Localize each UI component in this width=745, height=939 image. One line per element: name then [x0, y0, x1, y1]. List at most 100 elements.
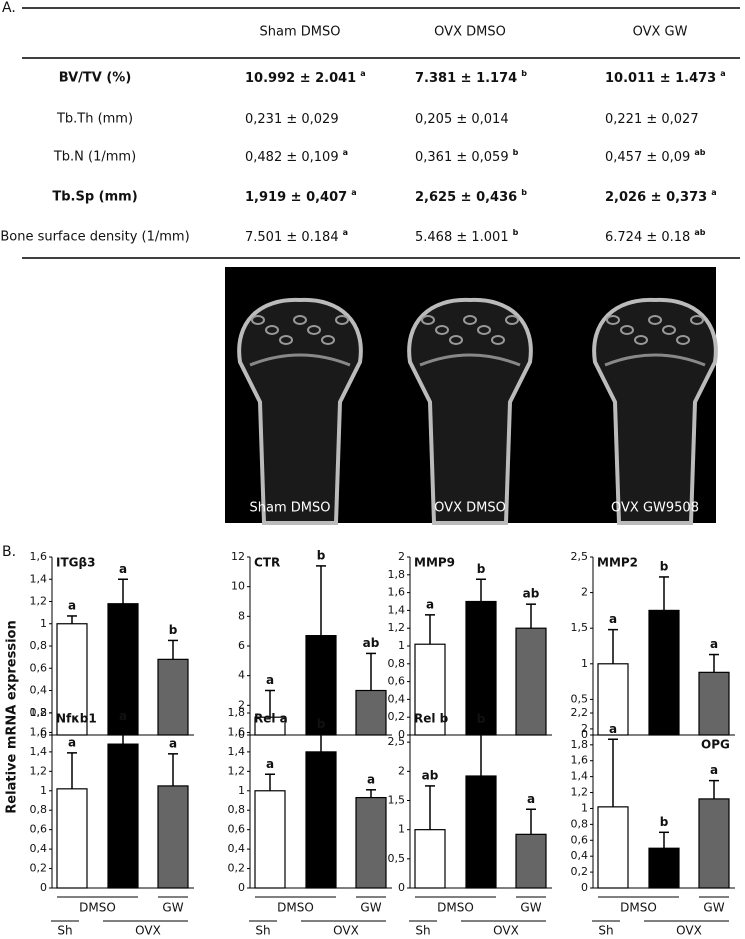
y-tick-label: 1,4 [228, 745, 246, 758]
y-tick-label: 0 [40, 881, 47, 894]
group-label: Sh [415, 924, 430, 938]
group-label: OVX [333, 924, 359, 938]
trabecula [249, 353, 351, 367]
cell-value: 0,205 ± 0,014 [415, 112, 509, 127]
significance-letter: a [711, 188, 716, 197]
significance-letter: a [609, 722, 617, 736]
y-tick-label: 1 [581, 801, 588, 814]
bar [698, 798, 730, 889]
row-label: Tb.Sp (mm) [52, 190, 137, 205]
significance-letter: b [513, 148, 519, 157]
error-bar [366, 789, 376, 798]
trabecula [265, 325, 279, 335]
bar [515, 833, 547, 889]
y-tick-label: 1,4 [571, 770, 589, 783]
error-bar [316, 733, 326, 752]
error-bar [366, 652, 376, 691]
y-tick-label: 0,6 [30, 661, 48, 674]
significance-letter: a [343, 148, 348, 157]
significance-letter: b [169, 623, 178, 637]
y-tick-label: 2 [398, 550, 405, 563]
image-label: Sham DMSO [250, 501, 331, 516]
treatment-label: GW [703, 901, 724, 915]
significance-letter: b [660, 815, 669, 829]
y-tick-label: 4 [238, 669, 245, 682]
error-bar [709, 653, 719, 673]
table-cell: 7.381 ± 1.174 b [415, 69, 527, 86]
y-tick-label: 2 [398, 764, 405, 777]
significance-letter: a [426, 597, 434, 611]
trabecula [491, 335, 505, 345]
y-tick-label: 1,6 [30, 550, 48, 563]
table-cell: 2,625 ± 0,436 b [415, 188, 527, 205]
y-tick-label: 1,6 [30, 725, 48, 738]
error-bar [265, 773, 275, 791]
image-label: OVX GW9508 [611, 501, 699, 516]
trabecula [321, 335, 335, 345]
y-tick-label: 1,8 [571, 738, 589, 751]
trabecula [251, 315, 265, 325]
significance-letter: b [317, 717, 326, 731]
significance-letter: a [343, 228, 348, 237]
significance-letter: a [609, 612, 617, 626]
y-tick-label: 1,5 [388, 794, 406, 807]
significance-letter: b [477, 562, 486, 576]
bar [465, 775, 497, 889]
bar [597, 663, 629, 736]
y-tick-label: 0,5 [571, 692, 589, 705]
table-cell: 6.724 ± 0.18 ab [605, 228, 706, 245]
y-tick-label: 1,8 [388, 568, 406, 581]
chart-title: Nfκb1 [56, 712, 97, 726]
trabecula [477, 325, 491, 335]
table-cell: 5.468 ± 1.001 b [415, 228, 519, 245]
bar [254, 790, 286, 889]
significance-letter: ab [694, 148, 705, 157]
y-tick-label: 0,8 [388, 657, 406, 670]
y-tick-label: 0,2 [571, 865, 589, 878]
treatment-label: DMSO [620, 901, 657, 915]
cell-value: 1,919 ± 0,407 [245, 190, 347, 205]
column-header: Sham DMSO [260, 25, 341, 40]
table-cell: 0,361 ± 0,059 b [415, 148, 519, 165]
trabecula [604, 353, 706, 367]
error-bar [526, 603, 536, 629]
panel-label: B. [2, 544, 16, 560]
y-tick-label: 0 [238, 881, 245, 894]
cell-value: 5.468 ± 1.001 [415, 230, 509, 245]
table-cell: 0,231 ± 0,029 [245, 112, 339, 127]
significance-letter: a [367, 772, 375, 786]
table-cell: 0,482 ± 0,109 a [245, 148, 348, 165]
y-tick-label: 0,4 [30, 684, 48, 697]
table-cell: 0,205 ± 0,014 [415, 112, 509, 127]
bar [648, 847, 680, 889]
cell-value: 7.381 ± 1.174 [415, 71, 517, 86]
treatment-label: GW [162, 901, 183, 915]
y-tick-label: 0,6 [228, 823, 246, 836]
table-cell: 10.011 ± 1.473 a [605, 69, 726, 86]
group-label: OVX [676, 924, 702, 938]
row-label: Tb.N (1/mm) [53, 150, 136, 165]
error-bar [608, 628, 618, 664]
bar [597, 806, 629, 889]
y-tick-label: 0 [40, 728, 47, 741]
significance-letter: b [477, 712, 486, 726]
y-tick-label: 2,5 [388, 735, 406, 748]
cell-value: 10.011 ± 1.473 [605, 71, 716, 86]
error-bar [425, 614, 435, 645]
y-tick-label: 10 [231, 580, 245, 593]
trabecula [676, 335, 690, 345]
table-cell: 10.992 ± 2.041 a [245, 69, 366, 86]
significance-letter: ab [422, 768, 439, 782]
y-tick-label: 0,2 [388, 710, 406, 723]
bone [237, 297, 363, 525]
chart-title: ITGβ3 [56, 556, 95, 570]
y-tick-label: 0,4 [228, 842, 246, 855]
cell-value: 0,221 ± 0,027 [605, 112, 699, 127]
cell-value: 0,482 ± 0,109 [245, 150, 339, 165]
y-tick-label: 1 [40, 617, 47, 630]
bar [414, 829, 446, 889]
y-tick-label: 2,5 [571, 550, 589, 563]
treatment-label: DMSO [277, 901, 314, 915]
table-cell: 0,457 ± 0,09 ab [605, 148, 706, 165]
